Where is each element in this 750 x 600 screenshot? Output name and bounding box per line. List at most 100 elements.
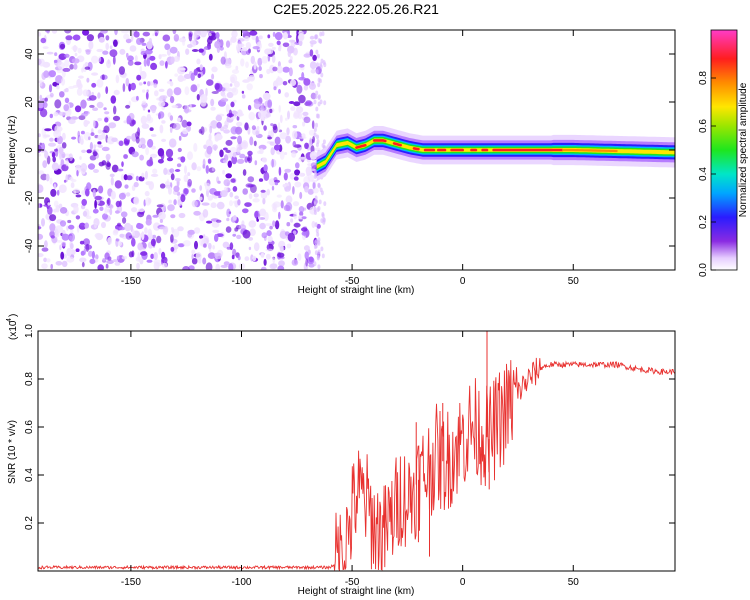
noise-blob (229, 242, 234, 251)
noise-blob (212, 144, 218, 150)
noise-blob (176, 163, 182, 168)
noise-blob (194, 240, 198, 250)
noise-blob (211, 167, 215, 172)
noise-blob (303, 78, 311, 86)
signal-ridge-band (316, 138, 675, 169)
noise-blob (280, 200, 284, 209)
noise-blob (267, 136, 273, 140)
noise-blob (140, 50, 147, 56)
noise-blob (211, 91, 219, 94)
noise-blob (257, 216, 261, 220)
noise-blob (135, 136, 140, 144)
noise-blob (184, 86, 190, 96)
noise-blob (71, 58, 80, 64)
noise-blob (238, 43, 245, 48)
noise-blob (214, 252, 222, 260)
noise-blob (257, 57, 263, 67)
noise-blob (219, 126, 225, 132)
noise-blob (66, 256, 75, 263)
noise-blob (81, 198, 87, 206)
noise-blob (238, 113, 241, 118)
noise-blob (55, 240, 63, 243)
noise-blob (301, 216, 307, 220)
noise-blob (167, 204, 175, 212)
noise-blob (272, 31, 276, 37)
noise-blob (142, 31, 150, 37)
noise-blob (215, 263, 220, 270)
noise-blob (102, 50, 109, 55)
noise-blob (279, 114, 283, 124)
noise-blob (164, 43, 171, 51)
noise-blob (57, 61, 65, 70)
noise-blob (173, 243, 179, 250)
noise-blob (294, 181, 302, 188)
noise-blob (125, 77, 130, 87)
noise-blob (97, 117, 102, 122)
noise-blob (321, 31, 325, 37)
noise-blob (54, 125, 60, 135)
noise-blob (58, 111, 67, 116)
noise-blob (101, 221, 106, 229)
noise-blob (55, 225, 63, 234)
noise-blob (178, 135, 182, 141)
noise-blob (237, 135, 242, 145)
noise-blob (295, 162, 300, 169)
noise-blob (271, 185, 275, 191)
noise-blob (131, 228, 135, 238)
noise-blob (198, 48, 204, 53)
noise-blob (242, 188, 248, 195)
noise-blob (85, 215, 92, 220)
noise-blob (39, 82, 43, 87)
noise-blob (58, 184, 67, 193)
noise-blob (185, 48, 190, 55)
noise-blob (270, 123, 274, 127)
noise-blob (183, 73, 192, 79)
noise-blob (113, 229, 119, 234)
noise-blob (70, 182, 75, 189)
noise-blob (184, 165, 187, 175)
noise-blob (317, 237, 321, 243)
noise-blob (292, 186, 295, 195)
noise-blob (225, 139, 233, 146)
noise-blob (263, 164, 268, 172)
noise-blob (123, 154, 128, 159)
noise-blob (141, 123, 150, 129)
noise-blob (251, 34, 257, 41)
noise-blob (317, 82, 321, 88)
noise-blob (196, 166, 202, 172)
noise-blob (316, 232, 320, 237)
noise-blob (68, 86, 75, 89)
noise-blob (41, 72, 47, 80)
noise-blob (72, 34, 81, 41)
noise-blob (200, 126, 205, 135)
noise-blob (216, 201, 225, 210)
noise-blob (81, 261, 85, 268)
noise-blob (133, 181, 139, 188)
noise-blob (120, 174, 125, 181)
noise-blob (143, 58, 147, 67)
noise-blob (105, 161, 111, 170)
noise-blob (206, 30, 210, 34)
noise-blob (277, 252, 285, 258)
noise-blob (161, 251, 166, 259)
noise-blob (59, 220, 67, 227)
noise-blob (169, 168, 175, 174)
spectrogram-y-axis-label: Frequency (Hz) (7, 116, 18, 185)
noise-blob (249, 30, 258, 36)
noise-blob (268, 42, 274, 47)
noise-blob (159, 183, 166, 189)
noise-blob (153, 222, 161, 231)
noise-blob (196, 58, 201, 65)
noise-blob (316, 53, 320, 59)
noise-blob (144, 190, 150, 197)
noise-blob (314, 195, 318, 201)
noise-blob (319, 62, 323, 68)
noise-blob (206, 220, 213, 224)
noise-blob (284, 92, 290, 98)
noise-blob (97, 141, 102, 145)
noise-blob (166, 88, 173, 98)
noise-blob (60, 251, 65, 260)
noise-blob (86, 182, 92, 191)
noise-blob (290, 106, 296, 111)
noise-blob (89, 104, 95, 108)
